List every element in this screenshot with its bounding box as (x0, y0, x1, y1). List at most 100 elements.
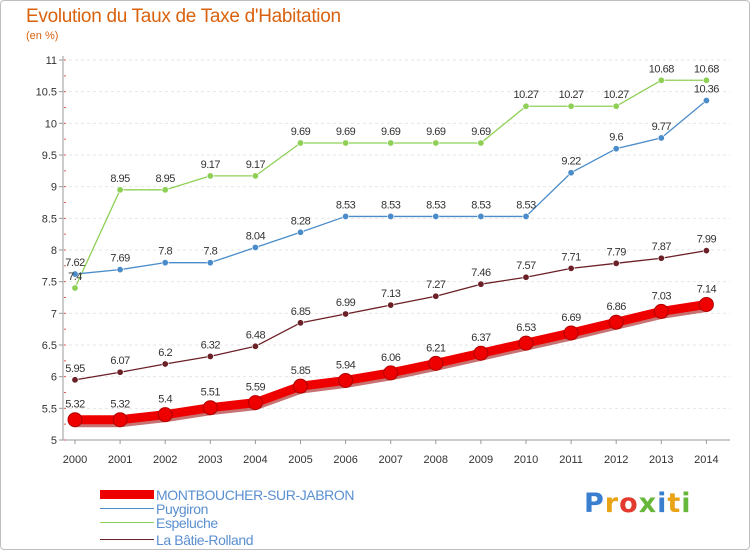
data-point-espeluche (296, 139, 304, 147)
data-point-espeluche (71, 284, 79, 292)
data-point-espeluche (432, 139, 440, 147)
data-label-puygiron: 8.53 (471, 199, 491, 211)
y-tick-label: 5.5 (42, 403, 57, 415)
data-point-montboucher-sur-jabron (67, 412, 83, 428)
data-label-la-b-tie-rolland: 7.79 (606, 246, 626, 258)
x-tick-label: 2003 (198, 454, 222, 466)
data-point-montboucher-sur-jabron (608, 314, 624, 330)
data-label-montboucher-sur-jabron: 6.37 (471, 332, 491, 344)
legend-item-batie-rolland: La Bâtie-Rolland (100, 531, 254, 548)
chart-series (67, 76, 714, 428)
data-point-puygiron (206, 259, 214, 267)
data-label-espeluche: 10.68 (694, 63, 719, 75)
y-tick-label: 5 (51, 435, 57, 447)
x-tick-label: 2000 (63, 454, 87, 466)
data-label-la-b-tie-rolland: 6.2 (158, 347, 172, 359)
data-point-espeluche (387, 139, 395, 147)
data-point-montboucher-sur-jabron (383, 365, 399, 381)
data-label-montboucher-sur-jabron: 6.53 (516, 322, 536, 334)
data-label-montboucher-sur-jabron: 5.85 (291, 365, 311, 377)
data-point-espeluche (251, 172, 259, 180)
legend-label-espeluche: Espeluche (156, 514, 218, 531)
data-point-la-b-tie-rolland (657, 254, 665, 262)
data-label-espeluche: 10.27 (513, 89, 538, 101)
data-point-la-b-tie-rolland (522, 273, 530, 281)
data-label-puygiron: 8.53 (381, 199, 401, 211)
data-label-puygiron: 9.77 (652, 121, 672, 133)
data-label-espeluche: 9.69 (381, 126, 401, 138)
data-label-la-b-tie-rolland: 6.07 (110, 355, 130, 367)
data-point-espeluche (657, 76, 665, 84)
data-point-montboucher-sur-jabron (112, 412, 128, 428)
data-point-la-b-tie-rolland (387, 301, 395, 309)
data-point-montboucher-sur-jabron (157, 407, 173, 423)
data-label-puygiron: 7.69 (110, 253, 130, 265)
data-label-la-b-tie-rolland: 5.95 (65, 363, 85, 375)
data-label-montboucher-sur-jabron: 5.4 (158, 394, 172, 406)
data-label-montboucher-sur-jabron: 6.06 (381, 352, 401, 364)
data-point-la-b-tie-rolland (251, 342, 259, 350)
x-tick-label: 2010 (514, 454, 538, 466)
data-label-montboucher-sur-jabron: 5.32 (110, 399, 130, 411)
data-label-montboucher-sur-jabron: 5.51 (201, 387, 221, 399)
y-tick-label: 7 (51, 308, 57, 320)
data-point-puygiron (702, 97, 710, 105)
y-tick-label: 8 (51, 245, 57, 257)
x-tick-label: 2004 (243, 454, 267, 466)
legend-label-montboucher: MONTBOUCHER-SUR-JABRON (156, 486, 355, 503)
data-point-montboucher-sur-jabron (428, 355, 444, 371)
data-label-la-b-tie-rolland: 6.85 (291, 306, 311, 318)
data-label-puygiron: 8.53 (426, 199, 446, 211)
legend-item-montboucher: MONTBOUCHER-SUR-JABRON (100, 486, 354, 503)
data-label-la-b-tie-rolland: 7.87 (652, 241, 672, 253)
chart-unit: (en %) (26, 30, 59, 42)
data-label-espeluche: 9.69 (336, 126, 356, 138)
data-label-la-b-tie-rolland: 7.13 (381, 288, 401, 300)
legend-label-puygiron: Puygiron (156, 500, 209, 517)
data-point-puygiron (567, 169, 575, 177)
data-point-espeluche (612, 102, 620, 110)
logo-letter: t (667, 488, 682, 519)
x-tick-label: 2005 (288, 454, 312, 466)
chart-title: Evolution du Taux de Taxe d'Habitation (26, 6, 341, 27)
logo-letter: i (657, 488, 668, 519)
y-tick-label: 9.5 (42, 150, 57, 162)
legend-swatch-puygiron (100, 507, 154, 510)
x-tick-label: 2011 (559, 454, 583, 466)
data-point-puygiron (477, 212, 485, 220)
data-point-montboucher-sur-jabron (563, 325, 579, 341)
data-point-la-b-tie-rolland (116, 368, 124, 376)
x-tick-label: 2014 (694, 454, 718, 466)
legend-item-espeluche: Espeluche (100, 514, 218, 531)
data-label-puygiron: 8.28 (291, 215, 311, 227)
data-label-puygiron: 8.04 (246, 230, 266, 242)
logo-letter: i (681, 488, 692, 519)
data-label-espeluche: 9.17 (201, 159, 221, 171)
data-label-la-b-tie-rolland: 7.99 (697, 234, 717, 246)
legend-swatch-espeluche (100, 521, 154, 524)
data-point-montboucher-sur-jabron (202, 400, 218, 416)
legend-swatch-batie-rolland (100, 538, 154, 541)
data-point-la-b-tie-rolland (71, 376, 79, 384)
data-point-montboucher-sur-jabron (247, 395, 263, 411)
data-point-la-b-tie-rolland (296, 319, 304, 327)
data-label-espeluche: 10.68 (649, 63, 674, 75)
x-tick-label: 2007 (378, 454, 402, 466)
data-point-la-b-tie-rolland (206, 352, 214, 360)
data-point-montboucher-sur-jabron (698, 296, 714, 312)
x-tick-label: 2006 (333, 454, 357, 466)
data-point-espeluche (702, 76, 710, 84)
data-point-puygiron (161, 259, 169, 267)
data-label-montboucher-sur-jabron: 5.94 (336, 359, 356, 371)
data-point-puygiron (342, 212, 350, 220)
data-label-montboucher-sur-jabron: 5.59 (246, 382, 266, 394)
data-point-espeluche (477, 139, 485, 147)
data-point-montboucher-sur-jabron (473, 345, 489, 361)
data-point-puygiron (612, 145, 620, 153)
data-label-la-b-tie-rolland: 6.99 (336, 297, 356, 309)
x-tick-label: 2008 (424, 454, 448, 466)
logo-letter: x (638, 488, 658, 519)
data-label-espeluche: 10.27 (604, 89, 629, 101)
data-label-la-b-tie-rolland: 7.71 (561, 251, 581, 263)
data-label-la-b-tie-rolland: 6.32 (201, 339, 221, 351)
